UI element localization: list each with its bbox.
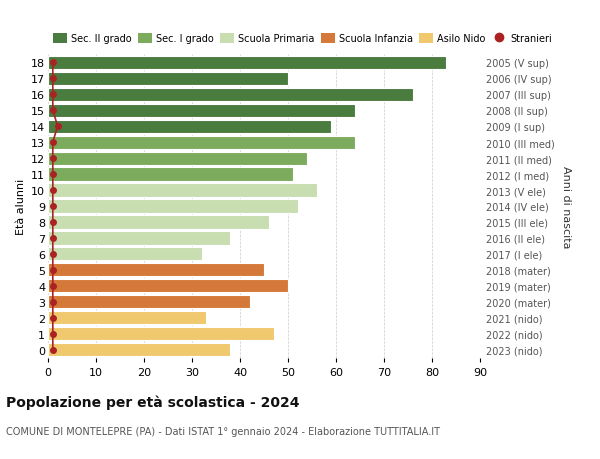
Bar bbox=[48, 73, 288, 85]
Bar bbox=[48, 152, 307, 165]
Bar bbox=[48, 264, 264, 277]
Bar bbox=[48, 200, 298, 213]
Bar bbox=[48, 232, 230, 245]
Text: Popolazione per età scolastica - 2024: Popolazione per età scolastica - 2024 bbox=[6, 395, 299, 409]
Bar bbox=[48, 89, 413, 101]
Bar bbox=[48, 280, 288, 293]
Y-axis label: Età alunni: Età alunni bbox=[16, 179, 26, 235]
Bar bbox=[48, 136, 355, 149]
Bar bbox=[48, 343, 230, 357]
Bar bbox=[48, 104, 355, 118]
Bar bbox=[48, 56, 446, 70]
Legend: Sec. II grado, Sec. I grado, Scuola Primaria, Scuola Infanzia, Asilo Nido, Stran: Sec. II grado, Sec. I grado, Scuola Prim… bbox=[53, 34, 552, 44]
Bar bbox=[48, 168, 293, 181]
Y-axis label: Anni di nascita: Anni di nascita bbox=[561, 165, 571, 248]
Bar bbox=[48, 184, 317, 197]
Text: COMUNE DI MONTELEPRE (PA) - Dati ISTAT 1° gennaio 2024 - Elaborazione TUTTITALIA: COMUNE DI MONTELEPRE (PA) - Dati ISTAT 1… bbox=[6, 426, 440, 436]
Bar bbox=[48, 328, 274, 341]
Bar bbox=[48, 312, 206, 325]
Bar bbox=[48, 248, 202, 261]
Bar bbox=[48, 216, 269, 229]
Bar bbox=[48, 296, 250, 309]
Bar bbox=[48, 120, 331, 134]
